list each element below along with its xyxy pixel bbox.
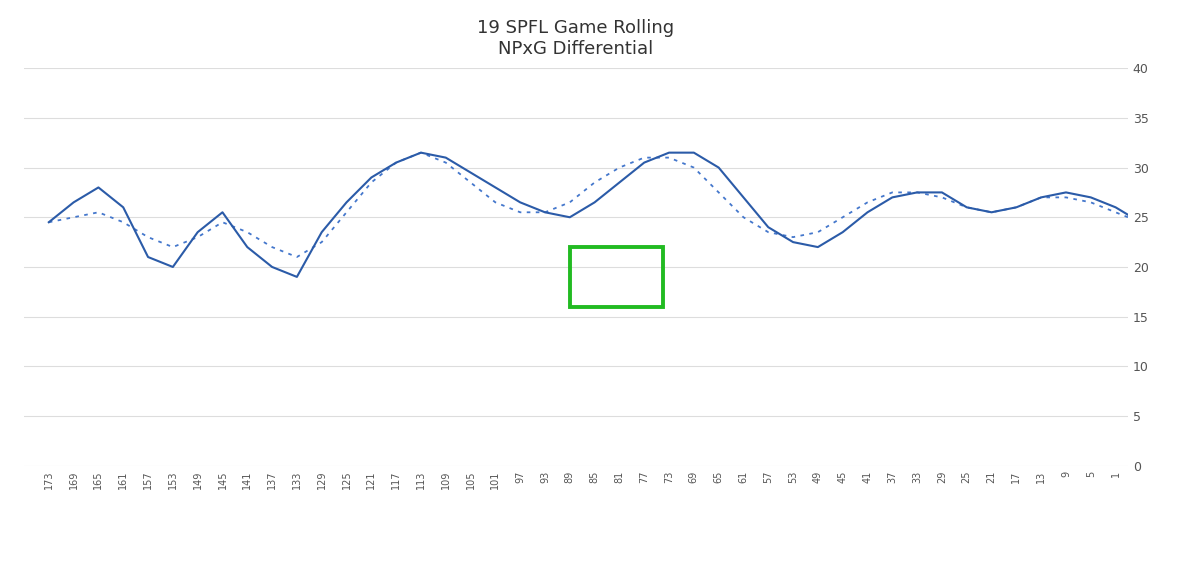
Bar bbox=[570, 247, 662, 307]
Title: 19 SPFL Game Rolling
NPxG Differential: 19 SPFL Game Rolling NPxG Differential bbox=[478, 19, 674, 59]
